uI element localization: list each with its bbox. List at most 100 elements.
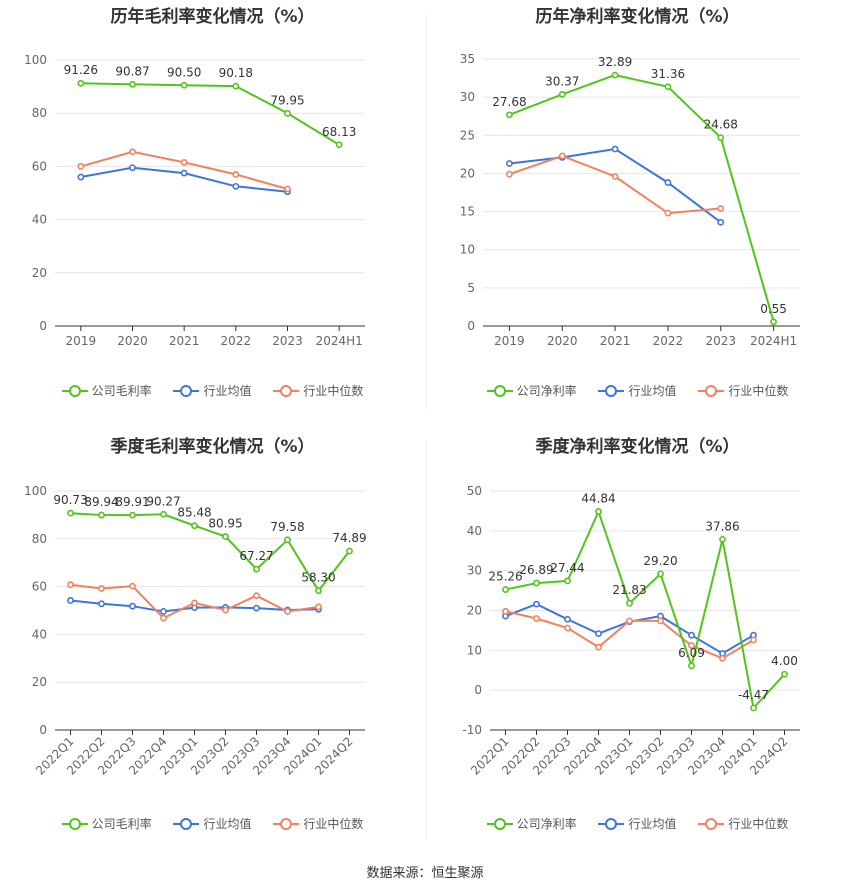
data-label: 90.27 <box>146 494 180 508</box>
data-point-avg <box>253 604 260 612</box>
chart-quarterly-net-margin: 季度净利率变化情况（%） -10 0 10 20 30 40 50 2022Q1 2022Q2 2… <box>425 430 850 860</box>
chart-title: 季度毛利率变化情况（%） <box>110 437 315 457</box>
chart-svg: -10010203040502022Q12022Q22022Q32022Q420… <box>462 484 800 778</box>
x-tick-label: 2022 <box>221 334 252 348</box>
chart-svg: 0 5 10 15 20 25 30 35 2019 2020 2021 2022 2023 2024H1… <box>460 52 800 348</box>
data-label: 0.55 <box>760 302 787 316</box>
y-tick-label: 0 <box>39 319 47 333</box>
x-tick-label: 2021 <box>600 334 631 348</box>
data-point-avg <box>717 218 725 226</box>
legend-marker-company <box>486 817 513 830</box>
legend-label: 行业均值 <box>628 384 677 398</box>
legend-marker-avg <box>598 384 625 397</box>
data-point-median <box>558 152 566 160</box>
data-point-company <box>626 599 633 607</box>
legend-label: 公司毛利率 <box>91 384 152 398</box>
data-label: 29.20 <box>643 554 677 568</box>
series-line-company <box>80 82 340 146</box>
data-point-avg <box>533 600 540 608</box>
legend-item-median[interactable]: 行业中位数 <box>698 815 788 832</box>
legend-item-median[interactable]: 行业中位数 <box>698 382 788 399</box>
legend: 公司毛利率 行业均值 行业中位数 <box>0 815 425 833</box>
legend-label: 行业中位数 <box>728 817 789 831</box>
data-point-median <box>315 603 322 611</box>
data-point-median <box>180 159 188 166</box>
legend-marker-avg <box>598 817 625 830</box>
data-point-company <box>129 80 136 88</box>
data-point-median <box>77 162 85 170</box>
data-point-median <box>719 654 726 662</box>
data-point-company <box>180 81 188 89</box>
data-label: 80.95 <box>208 517 242 531</box>
data-point-median <box>657 617 664 625</box>
data-label: 89.94 <box>84 495 118 509</box>
y-tick-label: 100 <box>24 53 47 67</box>
data-point-median <box>502 607 509 615</box>
legend-item-company[interactable]: 公司净利率 <box>486 815 577 832</box>
data-point-median <box>533 615 540 622</box>
legend-item-avg[interactable]: 行业均值 <box>598 382 677 399</box>
data-label: 44.84 <box>581 492 615 506</box>
legend-item-avg[interactable]: 行业均值 <box>173 815 252 832</box>
legend-item-company[interactable]: 公司毛利率 <box>61 382 152 399</box>
legend-label: 行业中位数 <box>303 817 364 831</box>
data-label: 31.36 <box>651 67 685 81</box>
y-tick-label: 20 <box>32 675 47 689</box>
data-label: -4.47 <box>738 688 769 702</box>
data-point-median <box>232 170 240 178</box>
data-point-avg <box>67 597 74 604</box>
data-point-company <box>191 522 198 530</box>
y-tick-label: 15 <box>460 205 475 219</box>
y-tick-label: 50 <box>467 484 482 498</box>
data-point-company <box>284 536 291 544</box>
legend-label: 行业均值 <box>203 817 252 831</box>
legend: 公司毛利率 行业均值 行业中位数 <box>0 382 425 400</box>
data-point-median <box>595 643 602 651</box>
y-tick-label: 30 <box>467 564 482 578</box>
data-label: 27.44 <box>550 561 584 575</box>
data-point-company <box>611 71 619 79</box>
data-point-company <box>77 79 85 87</box>
data-point-median <box>284 608 291 615</box>
data-point-company <box>160 510 167 518</box>
chart-svg: 0 20 40 60 80 100 2019 2020 2021 2022 2023 2024H1 91… <box>24 53 365 348</box>
data-point-median <box>222 606 229 614</box>
data-point-avg <box>98 600 105 608</box>
legend-item-company[interactable]: 公司净利率 <box>486 382 577 399</box>
x-tick-label: 2021 <box>169 334 200 348</box>
data-label: 90.18 <box>219 66 253 80</box>
chart-title: 历年毛利率变化情况（%） <box>110 7 315 27</box>
y-tick-label: 40 <box>32 213 47 227</box>
legend-item-avg[interactable]: 行业均值 <box>598 815 677 832</box>
legend-item-median[interactable]: 行业中位数 <box>273 815 363 832</box>
data-point-median <box>717 205 725 212</box>
legend-item-company[interactable]: 公司毛利率 <box>61 815 152 832</box>
data-point-median <box>626 617 633 625</box>
data-point-median <box>129 148 136 156</box>
data-point-avg <box>564 615 571 623</box>
data-label: 21.83 <box>612 583 646 597</box>
legend-marker-median <box>273 817 300 830</box>
data-point-avg <box>688 631 695 639</box>
legend-label: 行业均值 <box>628 817 677 831</box>
y-tick-label: 0 <box>39 723 47 737</box>
data-point-median <box>129 582 136 590</box>
legend-marker-median <box>698 817 725 830</box>
data-point-avg <box>77 173 85 181</box>
data-point-company <box>506 111 513 119</box>
legend-item-avg[interactable]: 行业均值 <box>173 382 252 399</box>
data-point-median <box>253 592 260 600</box>
y-tick-label: 100 <box>24 484 47 498</box>
y-tick-label: 60 <box>32 580 47 594</box>
chart-title: 季度净利率变化情况（%） <box>535 437 740 457</box>
data-point-median <box>191 599 198 607</box>
y-tick-label: 20 <box>460 166 475 180</box>
x-tick-label: 2023 <box>705 334 736 348</box>
y-tick-label: 25 <box>460 128 475 142</box>
data-label: 24.68 <box>704 118 738 132</box>
x-tick-label: 2023 <box>272 334 303 348</box>
data-point-company <box>664 83 672 91</box>
legend-item-median[interactable]: 行业中位数 <box>273 382 363 399</box>
y-tick-label: 80 <box>32 106 47 120</box>
data-point-company <box>335 141 343 149</box>
